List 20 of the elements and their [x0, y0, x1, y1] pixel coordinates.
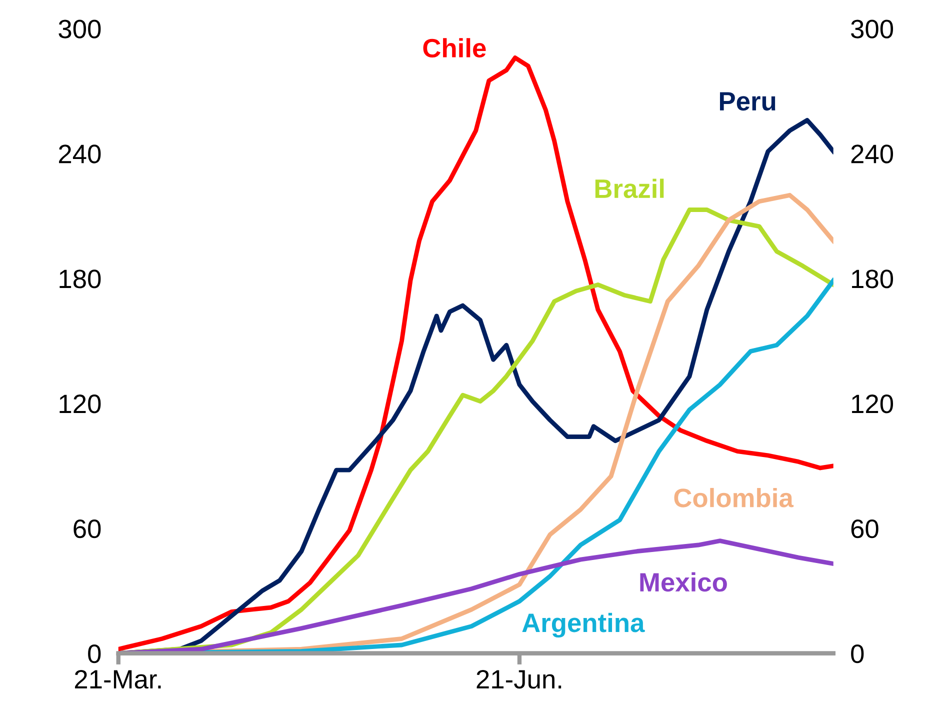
series-label: Mexico	[640, 572, 727, 592]
y-tick-label: 240	[59, 144, 101, 164]
y2-tick-label: 0	[851, 644, 864, 664]
y2-tick-label: 120	[852, 394, 894, 414]
y-tick-label: 120	[60, 394, 101, 414]
y-tick-label: 0	[88, 644, 101, 664]
series-label: Argentina	[522, 612, 645, 638]
y-tick-label: 300	[58, 20, 101, 38]
x-tick-label: 21-Mar.	[74, 670, 161, 689]
series-label: Peru	[720, 92, 776, 111]
series-label: Chile	[423, 38, 486, 58]
y-tick-label: 180	[60, 270, 101, 288]
y2-tick-label: 300	[851, 20, 894, 38]
y2-tick-label: 240	[851, 144, 894, 164]
y2-tick-label: 60	[851, 519, 878, 538]
x-tick-label: 21-Jun.	[476, 670, 562, 689]
text: Colombia	[674, 488, 794, 508]
series-label: Brazil	[595, 178, 664, 198]
y2-tick-label: 180	[852, 270, 894, 288]
y-tick-label: 60	[74, 519, 101, 538]
